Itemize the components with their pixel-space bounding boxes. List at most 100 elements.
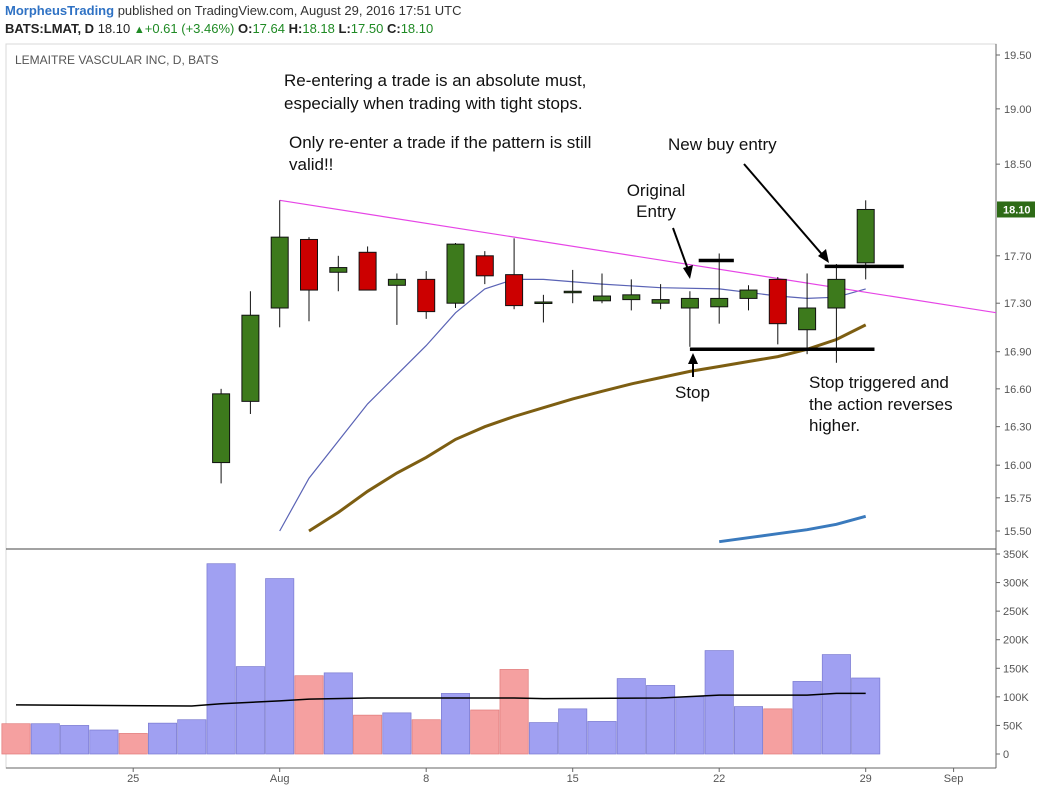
last-price: 18.10 xyxy=(97,21,131,36)
price-tick-label-4: 17.70 xyxy=(1004,251,1032,263)
candle-14 xyxy=(622,279,641,311)
candle-body-21 xyxy=(827,278,846,309)
note-new-buy: New buy entry xyxy=(668,135,777,154)
candle-19 xyxy=(768,277,787,345)
volume-bar-0 xyxy=(1,723,31,755)
volume-bar-27 xyxy=(792,681,822,755)
volume-tick-label-2: 250K xyxy=(1003,606,1029,618)
candle-body-16 xyxy=(680,297,699,309)
price-axis[interactable]: 19.50 19.00 18.50 18.10 17.70 17.30 16.90 16.60… xyxy=(996,50,1035,538)
note-stop-triggered-2: the action reverses xyxy=(809,395,953,414)
price-tick-label-5: 17.30 xyxy=(1004,298,1032,310)
ma-mid-line xyxy=(308,323,867,533)
volume-bar-29 xyxy=(851,677,881,755)
volume-bar-22 xyxy=(646,685,676,755)
annotations: Re-entering a trade is an absolute must,… xyxy=(284,71,953,435)
time-tick-label-6: Sep xyxy=(944,773,964,785)
volume-bar-17 xyxy=(499,669,529,755)
price-tick-label-7: 16.60 xyxy=(1004,384,1032,396)
volume-bar-15 xyxy=(441,693,471,755)
time-tick-label-2: 8 xyxy=(423,773,429,785)
open-value: 17.64 xyxy=(252,21,285,36)
price-tick-label-1: 19.00 xyxy=(1004,104,1032,116)
moving-averages xyxy=(279,278,867,544)
candle-10 xyxy=(505,238,524,310)
volume-bar-21 xyxy=(616,678,646,755)
price-tick-label-0: 19.50 xyxy=(1004,50,1032,62)
volume-bar-24 xyxy=(704,650,734,755)
volume-tick-label-4: 150K xyxy=(1003,663,1029,675)
note-valid-1: Only re-enter a trade if the pattern is … xyxy=(289,133,591,152)
candle-body-5 xyxy=(358,251,377,291)
candle-body-20 xyxy=(798,307,817,331)
time-tick-label-0: 25 xyxy=(127,773,139,785)
note-valid-2: valid!! xyxy=(289,155,333,174)
candle-1 xyxy=(241,291,260,414)
volume-bar-12 xyxy=(353,714,383,755)
candle-22 xyxy=(856,200,875,280)
candle-body-0 xyxy=(212,393,231,464)
symbol-label: BATS:LMAT, D xyxy=(5,21,95,36)
volume-bar-4 xyxy=(118,733,148,755)
candle-body-19 xyxy=(768,278,787,325)
trendlines xyxy=(279,199,996,314)
volume-bar-5 xyxy=(148,722,178,755)
publish-info: published on TradingView.com, August 29,… xyxy=(117,3,462,18)
last-price-label: 18.10 xyxy=(1003,204,1031,216)
candle-body-12 xyxy=(563,290,582,294)
annotation-arrows xyxy=(672,163,829,377)
candle-2 xyxy=(270,200,289,328)
note-reenter-2: especially when trading with tight stops… xyxy=(284,94,583,113)
ma-long-line xyxy=(718,514,867,544)
candle-body-17 xyxy=(710,297,729,308)
ohlc-header: BATS:LMAT, D 18.10 ▲+0.61 (+3.46%) O:17.… xyxy=(5,21,433,36)
candle-body-3 xyxy=(300,238,318,291)
candle-4 xyxy=(329,255,348,292)
close-value: 18.10 xyxy=(400,21,434,36)
volume-bar-20 xyxy=(587,721,617,755)
volume-tick-label-7: 0 xyxy=(1003,749,1009,761)
time-tick-label-4: 22 xyxy=(713,773,725,785)
publisher-name[interactable]: MorpheusTrading xyxy=(5,3,115,18)
price-tick-label-6: 16.90 xyxy=(1004,347,1032,359)
candle-body-11 xyxy=(534,301,553,305)
price-tick-label-11: 15.50 xyxy=(1004,526,1032,538)
volume-bar-13 xyxy=(382,712,412,755)
volume-bar-19 xyxy=(558,708,588,755)
candle-3 xyxy=(300,237,318,322)
high-label: H: xyxy=(288,21,303,36)
note-stop-triggered-1: Stop triggered and xyxy=(809,373,949,392)
volume-bar-3 xyxy=(89,729,119,755)
note-stop-triggered-3: higher. xyxy=(809,416,860,435)
candle-7 xyxy=(417,271,436,319)
publish-header: MorpheusTrading published on TradingView… xyxy=(5,3,461,18)
candle-11 xyxy=(534,294,553,323)
price-tick-label-2: 18.50 xyxy=(1004,159,1032,171)
volume-bar-11 xyxy=(323,672,353,755)
candle-body-8 xyxy=(446,243,465,304)
candle-17 xyxy=(710,253,729,324)
volume-tick-label-5: 100K xyxy=(1003,692,1029,704)
candle-body-2 xyxy=(270,236,289,309)
volume-bar-25 xyxy=(733,706,763,755)
note-stop: Stop xyxy=(675,383,710,402)
candle-18 xyxy=(739,285,758,311)
candle-body-7 xyxy=(417,278,436,313)
plot-frame xyxy=(5,43,997,769)
ma-short-line xyxy=(279,278,866,532)
stop-arrowhead xyxy=(688,353,698,364)
price-tick-label-8: 16.30 xyxy=(1004,422,1032,434)
time-axis[interactable]: 25 Aug 8 15 22 29 Sep xyxy=(127,768,963,785)
candle-16 xyxy=(680,291,699,347)
volume-axis[interactable]: 350K 300K 250K 200K 150K 100K 50K 0 xyxy=(996,549,1029,761)
note-reenter-1: Re-entering a trade is an absolute must, xyxy=(284,71,586,90)
volume-ma-line xyxy=(15,692,866,707)
candle-15 xyxy=(651,284,670,310)
last-price-badge xyxy=(997,201,1035,218)
candle-body-6 xyxy=(387,278,406,286)
candle-body-14 xyxy=(622,294,641,301)
resistance-trendline xyxy=(279,199,996,314)
volume-bar-18 xyxy=(528,722,558,755)
volume-bar-2 xyxy=(60,725,90,755)
